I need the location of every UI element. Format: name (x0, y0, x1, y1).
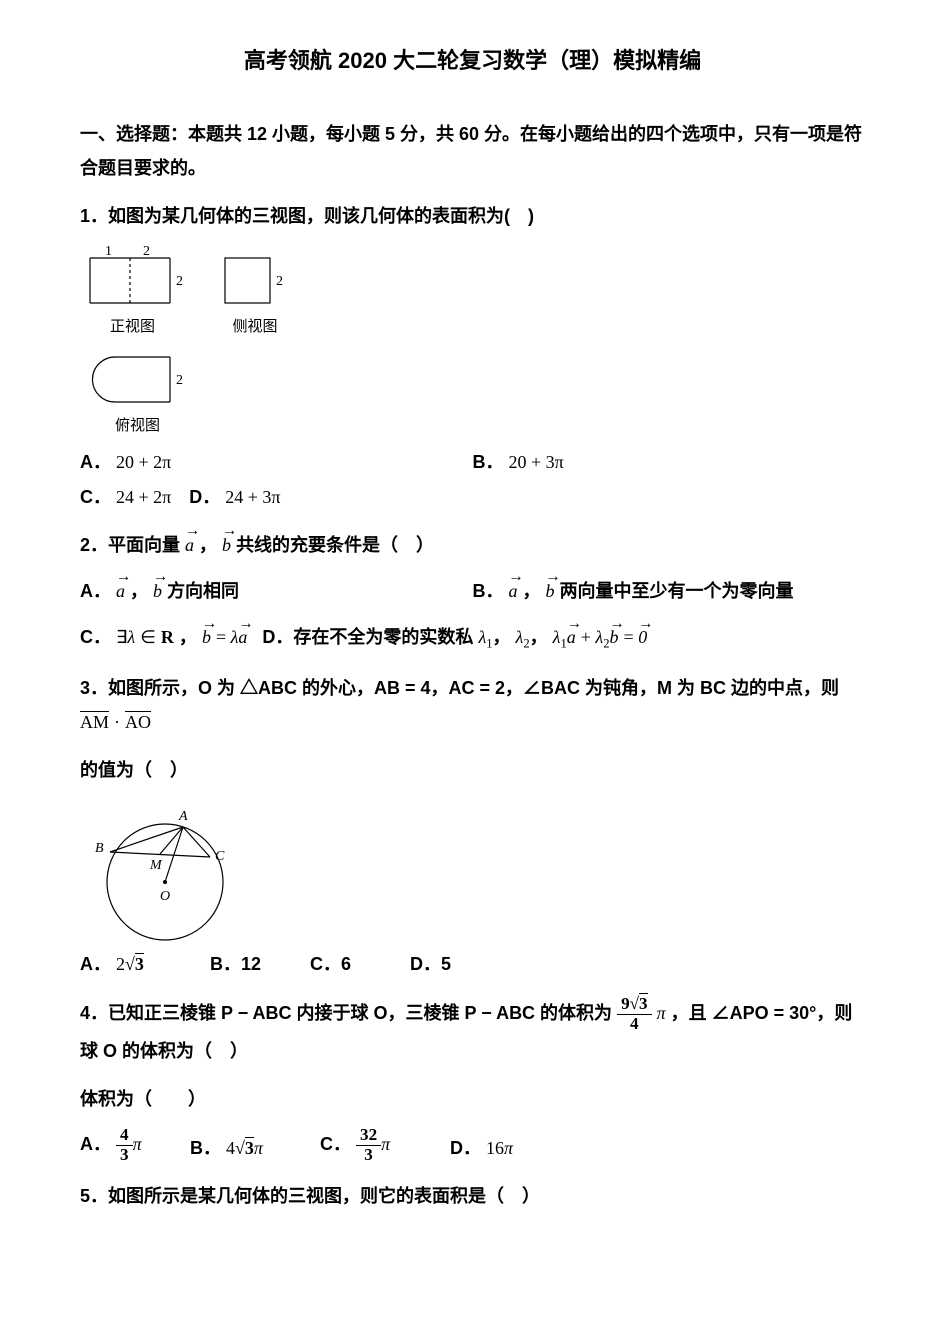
vec-a: a (185, 528, 194, 562)
page-title: 高考领航 2020 大二轮复习数学（理）模拟精编 (80, 40, 865, 82)
q1-figures-row2: 2 俯视图 (80, 347, 865, 441)
q1-top-view: 2 俯视图 (80, 347, 195, 441)
q2-optCD-row: C． ∃λ ∈ R ， b = λa D．存在不全为零的实数私 λ1， λ2， … (80, 620, 865, 657)
q2-stem: 2．平面向量 a ， b 共线的充要条件是（ ） (80, 528, 865, 562)
q3-optA: A． 2√3 (80, 947, 210, 981)
q1-options: A． 20 + 2π B． 20 + 3π (80, 445, 865, 479)
q4-optA: A． 43π (80, 1126, 190, 1165)
q1-stem: 1．如图为某几何体的三视图，则该几何体的表面积为( ) (80, 199, 865, 233)
svg-text:B: B (95, 841, 104, 856)
dim2d: 2 (176, 373, 183, 388)
dim2c: 2 (276, 274, 283, 289)
top-view-svg: 2 (80, 347, 195, 412)
svg-text:M: M (149, 858, 163, 873)
section-instructions: 一、选择题：本题共 12 小题，每小题 5 分，共 60 分。在每小题给出的四个… (80, 117, 865, 185)
q2-optA: A． a ， b 方向相同 (80, 574, 473, 608)
q3-optC: C．6 (310, 947, 410, 981)
q1-figures-row1: 1 2 2 正视图 2 侧视图 (80, 243, 865, 342)
q1-optA: A． 20 + 2π (80, 445, 473, 479)
vec-b: b (222, 528, 231, 562)
q3-stem: 3．如图所示，O 为 △ABC 的外心，AB = 4，AC = 2，∠BAC 为… (80, 671, 865, 739)
q3-options: A． 2√3 B．12 C．6 D．5 (80, 947, 865, 981)
q1-optD: D． 24 + 3π (189, 480, 280, 514)
q1-front-view: 1 2 2 正视图 (80, 243, 185, 342)
q3-stem2: 的值为（ ） (80, 753, 865, 787)
dim2a: 2 (143, 244, 150, 259)
q5-stem: 5．如图所示是某几何体的三视图，则它的表面积是（ ） (80, 1179, 865, 1213)
q4-stem: 4．已知正三棱锥 P − ABC 内接于球 O，三棱锥 P − ABC 的体积为… (80, 995, 865, 1068)
q4-optC: C． 323π (320, 1126, 450, 1165)
q1-optC: C． 24 + 2π (80, 480, 171, 514)
dim2b: 2 (176, 274, 183, 289)
q2-row1: A． a ， b 方向相同 B． a ， b 两向量中至少有一个为零向量 (80, 574, 865, 608)
q1-side-view: 2 侧视图 (215, 243, 295, 342)
svg-text:C: C (215, 849, 225, 864)
q3-optB: B．12 (210, 947, 310, 981)
caption-top: 俯视图 (115, 412, 160, 441)
dim1: 1 (105, 244, 112, 259)
q1-optB: B． 20 + 3π (473, 445, 866, 479)
q3-figure: A B C M O (80, 797, 255, 947)
q4-stem3: 体积为（ ） (80, 1082, 865, 1116)
svg-text:A: A (178, 809, 188, 824)
caption-front: 正视图 (110, 313, 155, 342)
q4-optD: D． 16π (450, 1131, 560, 1165)
q1-options2: C． 24 + 2π D． 24 + 3π (80, 480, 865, 514)
q4-optB: B． 4√3π (190, 1131, 320, 1165)
caption-side: 侧视图 (232, 313, 277, 342)
q3-optD: D．5 (410, 947, 510, 981)
front-view-svg: 1 2 2 (80, 243, 185, 313)
side-view-svg: 2 (215, 243, 295, 313)
q4-options: A． 43π B． 4√3π C． 323π D． 16π (80, 1126, 865, 1165)
svg-text:O: O (160, 889, 170, 904)
q2-optB: B． a ， b 两向量中至少有一个为零向量 (473, 574, 866, 608)
